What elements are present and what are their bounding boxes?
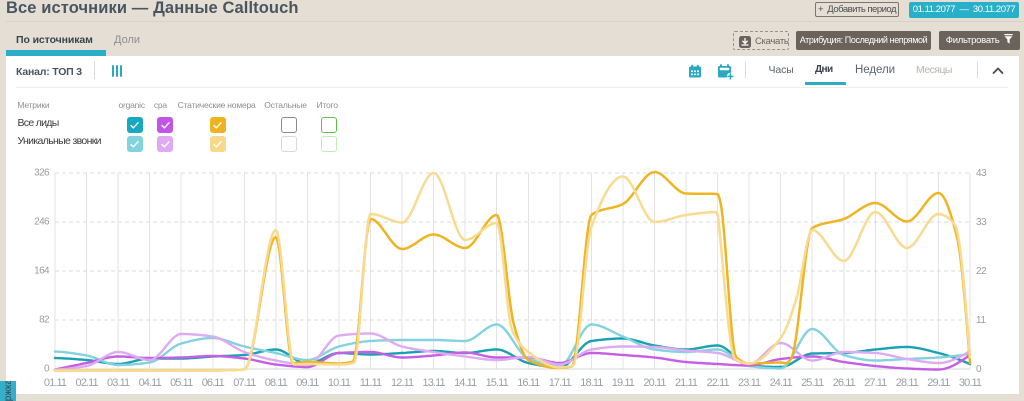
svg-text:03.11: 03.11 [107, 377, 130, 389]
svg-text:02.11: 02.11 [75, 377, 98, 389]
svg-text:0: 0 [44, 364, 50, 375]
svg-text:33: 33 [976, 217, 987, 228]
svg-text:15.11: 15.11 [486, 377, 509, 389]
svg-text:09.11: 09.11 [296, 377, 319, 389]
svg-text:01.11: 01.11 [44, 377, 67, 389]
svg-text:25.11: 25.11 [801, 377, 824, 389]
svg-text:26.11: 26.11 [833, 377, 856, 389]
svg-text:11.11: 11.11 [360, 377, 382, 389]
svg-text:14.11: 14.11 [454, 377, 477, 389]
svg-text:82: 82 [39, 315, 50, 326]
svg-text:06.11: 06.11 [202, 377, 225, 389]
svg-text:05.11: 05.11 [170, 377, 193, 389]
svg-text:22.11: 22.11 [706, 377, 729, 389]
svg-text:07.11: 07.11 [233, 377, 256, 389]
svg-text:16.11: 16.11 [517, 377, 540, 389]
svg-text:08.11: 08.11 [265, 377, 288, 389]
svg-text:12.11: 12.11 [391, 377, 414, 389]
svg-text:20.11: 20.11 [643, 377, 666, 389]
svg-text:17.11: 17.11 [549, 377, 572, 389]
svg-text:43: 43 [976, 168, 987, 179]
svg-text:27.11: 27.11 [864, 377, 887, 389]
svg-text:11: 11 [976, 315, 986, 326]
svg-text:22: 22 [976, 266, 987, 277]
svg-text:19.11: 19.11 [612, 377, 635, 389]
svg-text:13.11: 13.11 [422, 377, 445, 389]
svg-text:23.11: 23.11 [738, 377, 761, 389]
svg-text:24.11: 24.11 [770, 377, 793, 389]
svg-text:04.11: 04.11 [139, 377, 162, 389]
svg-text:246: 246 [34, 217, 50, 228]
svg-text:21.11: 21.11 [675, 377, 698, 389]
svg-text:164: 164 [34, 266, 50, 277]
svg-text:28.11: 28.11 [896, 377, 919, 389]
svg-text:30.11: 30.11 [959, 377, 982, 389]
svg-text:0: 0 [976, 364, 982, 375]
svg-text:326: 326 [34, 168, 50, 179]
svg-text:18.11: 18.11 [580, 377, 603, 389]
svg-text:10.11: 10.11 [328, 377, 351, 389]
svg-text:29.11: 29.11 [927, 377, 950, 389]
